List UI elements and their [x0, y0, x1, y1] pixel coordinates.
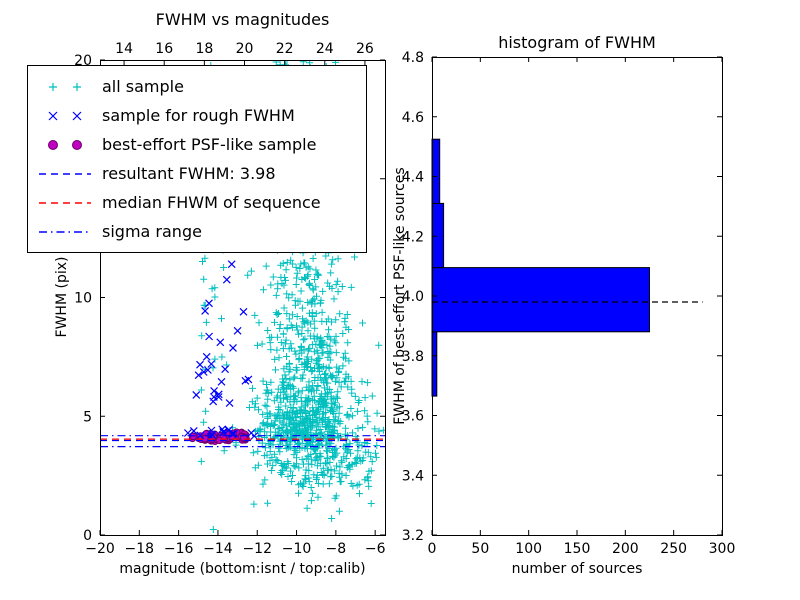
svg-text:14: 14: [115, 41, 133, 57]
svg-text:50: 50: [471, 541, 489, 557]
svg-text:−14: −14: [203, 541, 233, 557]
svg-text:3.8: 3.8: [402, 349, 424, 365]
left-plot-ylabel: FWHM (pix): [54, 256, 70, 338]
svg-text:250: 250: [660, 541, 687, 557]
svg-text:18: 18: [195, 41, 213, 57]
legend-item-all-sample: all sample: [36, 72, 358, 101]
left-plot-title: FWHM vs magnitudes: [155, 10, 330, 29]
svg-text:3.2: 3.2: [402, 528, 424, 544]
svg-text:300: 300: [709, 541, 736, 557]
legend-label: all sample: [102, 77, 184, 96]
circle-marker-icon: [36, 134, 94, 156]
svg-text:−12: −12: [242, 541, 272, 557]
svg-text:16: 16: [155, 41, 173, 57]
right-plot-xlabel: number of sources: [511, 561, 643, 577]
svg-text:3.6: 3.6: [402, 409, 424, 425]
svg-text:4.8: 4.8: [402, 50, 424, 66]
legend-label: best-effort PSF-like sample: [102, 135, 317, 154]
legend-item-rough-fwhm: sample for rough FWHM: [36, 101, 358, 130]
right-plot-title: histogram of FWHM: [498, 33, 656, 52]
svg-text:4.2: 4.2: [402, 229, 424, 245]
svg-text:3.4: 3.4: [402, 468, 424, 484]
x-marker-icon: [36, 105, 94, 127]
svg-text:20: 20: [236, 41, 254, 57]
svg-text:24: 24: [316, 41, 334, 57]
right-plot-ylabel: FWHM of best-effort PSF-like sources: [392, 167, 408, 425]
legend-item-resultant-fwhm: resultant FWHM: 3.98: [36, 159, 358, 188]
svg-text:5: 5: [83, 409, 92, 425]
svg-text:0: 0: [83, 528, 92, 544]
svg-text:0: 0: [428, 541, 437, 557]
svg-text:−6: −6: [365, 541, 386, 557]
svg-text:10: 10: [74, 291, 92, 307]
svg-text:200: 200: [612, 541, 639, 557]
svg-text:−18: −18: [125, 541, 155, 557]
red-dashed-line-icon: [36, 192, 94, 214]
svg-text:4.6: 4.6: [402, 110, 424, 126]
svg-text:100: 100: [515, 541, 542, 557]
svg-text:4.0: 4.0: [402, 289, 424, 305]
svg-text:−20: −20: [85, 541, 115, 557]
dashdot-line-icon: [36, 221, 94, 243]
svg-text:−16: −16: [164, 541, 194, 557]
legend-label: resultant FWHM: 3.98: [102, 164, 276, 183]
svg-text:−10: −10: [282, 541, 312, 557]
svg-text:22: 22: [276, 41, 294, 57]
legend-label: sigma range: [102, 222, 202, 241]
svg-text:−8: −8: [326, 541, 347, 557]
legend-item-psf-sample: best-effort PSF-like sample: [36, 130, 358, 159]
legend-item-sigma-range: sigma range: [36, 217, 358, 246]
legend-label: sample for rough FWHM: [102, 106, 295, 125]
legend-label: median FHWM of sequence: [102, 193, 321, 212]
svg-text:150: 150: [564, 541, 591, 557]
svg-text:4.4: 4.4: [402, 170, 424, 186]
svg-text:26: 26: [356, 41, 374, 57]
blue-dashed-line-icon: [36, 163, 94, 185]
legend: all sample sample for rough FWHM best-ef…: [27, 65, 367, 253]
left-plot-xlabel: magnitude (bottom:isnt / top:calib): [119, 561, 366, 577]
legend-item-median-fwhm: median FHWM of sequence: [36, 188, 358, 217]
plus-marker-icon: [36, 76, 94, 98]
